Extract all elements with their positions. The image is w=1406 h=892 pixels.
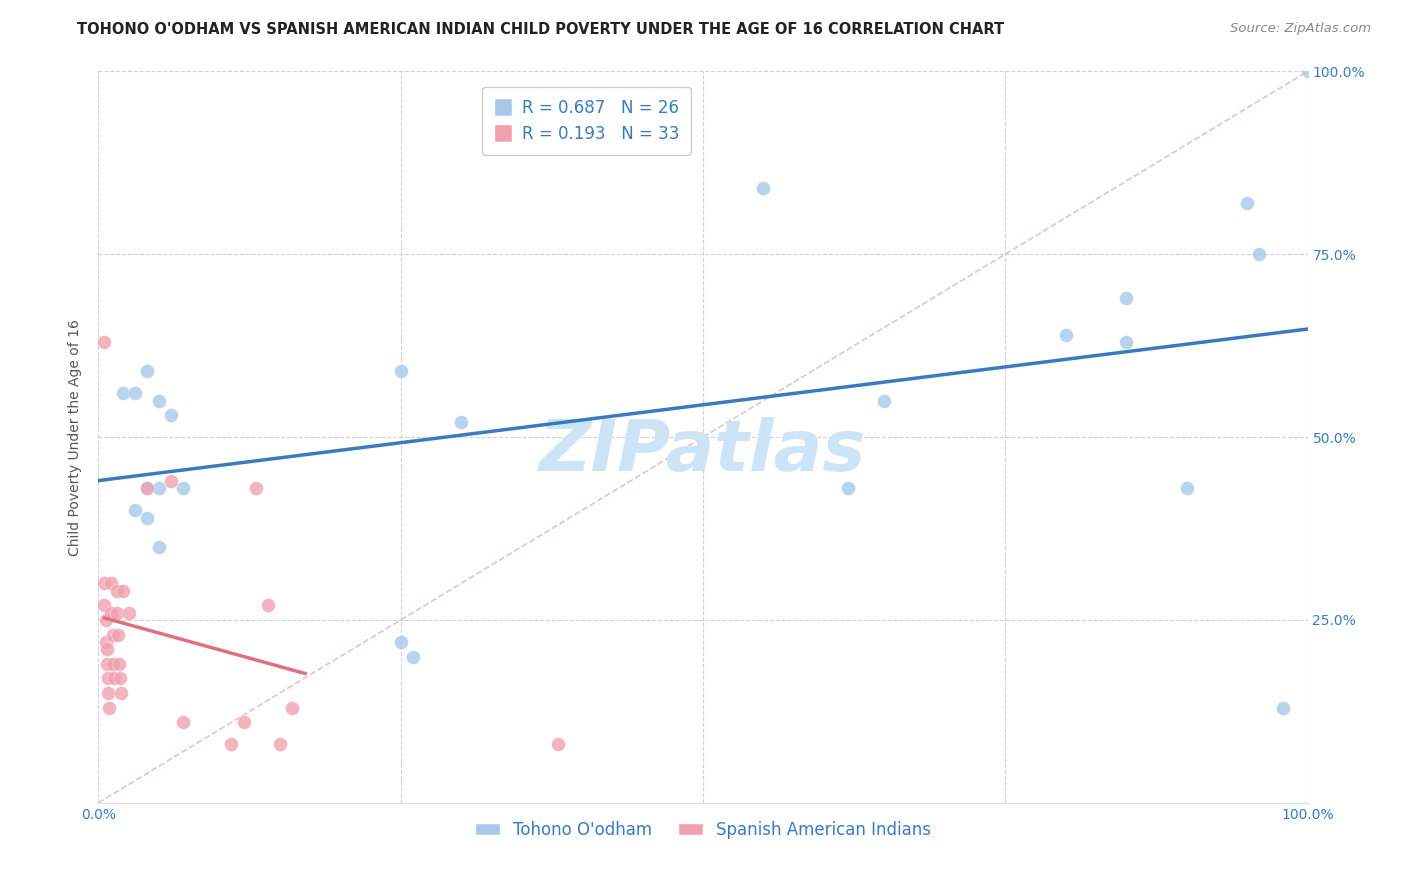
Point	[105, 606, 128, 620]
Point	[837, 481, 859, 495]
Point	[873, 393, 896, 408]
Point	[1054, 327, 1077, 342]
Point	[96, 642, 118, 657]
Point	[101, 657, 124, 671]
Point	[389, 635, 412, 649]
Point	[148, 481, 170, 495]
Point	[221, 737, 243, 751]
Point	[1296, 64, 1319, 78]
Point	[93, 576, 115, 591]
Point	[135, 481, 157, 495]
Point	[93, 334, 115, 349]
Point	[93, 599, 115, 613]
Point	[450, 416, 472, 430]
Point	[160, 474, 183, 488]
Point	[96, 657, 118, 671]
Point	[148, 393, 170, 408]
Legend: Tohono O'odham, Spanish American Indians: Tohono O'odham, Spanish American Indians	[468, 814, 938, 846]
Point	[245, 481, 267, 495]
Point	[232, 715, 254, 730]
Point	[135, 510, 157, 524]
Y-axis label: Child Poverty Under the Age of 16: Child Poverty Under the Age of 16	[69, 318, 83, 556]
Point	[94, 613, 117, 627]
Point	[148, 540, 170, 554]
Point	[172, 481, 194, 495]
Point	[105, 583, 128, 598]
Point	[135, 481, 157, 495]
Point	[256, 599, 278, 613]
Point	[98, 700, 121, 714]
Point	[1115, 291, 1137, 305]
Point	[752, 181, 775, 195]
Point	[118, 606, 141, 620]
Point	[1236, 196, 1258, 211]
Point	[101, 627, 124, 641]
Text: Source: ZipAtlas.com: Source: ZipAtlas.com	[1230, 22, 1371, 36]
Point	[269, 737, 291, 751]
Point	[124, 386, 146, 401]
Point	[389, 364, 412, 378]
Point	[135, 364, 157, 378]
Point	[1272, 700, 1295, 714]
Point	[108, 657, 131, 671]
Point	[547, 737, 569, 751]
Point	[97, 686, 120, 700]
Text: TOHONO O'ODHAM VS SPANISH AMERICAN INDIAN CHILD POVERTY UNDER THE AGE OF 16 CORR: TOHONO O'ODHAM VS SPANISH AMERICAN INDIA…	[77, 22, 1004, 37]
Point	[1249, 247, 1271, 261]
Point	[107, 627, 129, 641]
Text: ZIPatlas: ZIPatlas	[540, 417, 866, 486]
Point	[281, 700, 304, 714]
Point	[103, 672, 125, 686]
Point	[111, 583, 134, 598]
Point	[402, 649, 425, 664]
Point	[172, 715, 194, 730]
Point	[160, 408, 183, 422]
Point	[94, 635, 117, 649]
Point	[124, 503, 146, 517]
Point	[108, 672, 131, 686]
Point	[111, 386, 134, 401]
Point	[110, 686, 132, 700]
Point	[1115, 334, 1137, 349]
Point	[97, 672, 120, 686]
Point	[100, 576, 122, 591]
Point	[1175, 481, 1198, 495]
Point	[100, 606, 122, 620]
